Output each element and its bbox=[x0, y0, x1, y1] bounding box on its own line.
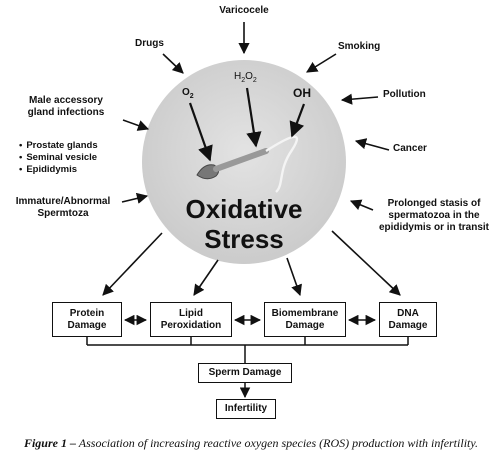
cause-immature-line2: Spermtoza bbox=[37, 208, 89, 219]
protein-damage-box: Protein Damage bbox=[52, 302, 122, 337]
figure-caption: Figure 1 – Association of increasing rea… bbox=[0, 436, 502, 451]
arrow-male-accessory bbox=[122, 119, 150, 131]
cause-varicocele: Varicocele bbox=[219, 5, 269, 16]
cause-immature-line1: Immature/Abnormal bbox=[15, 196, 111, 207]
infection-list-item: Seminal vesicle bbox=[19, 152, 98, 164]
oxidative-label: Oxidative bbox=[185, 194, 303, 224]
arrow-h2o2 bbox=[245, 87, 262, 148]
arrow-to-biomembrane bbox=[286, 257, 302, 297]
arrow-to-lipid bbox=[193, 259, 219, 296]
biomembrane-damage-box: Biomembrane Damage bbox=[264, 302, 346, 337]
arrow-pollution bbox=[340, 93, 379, 105]
biomembrane-damage-line1: Biomembrane bbox=[271, 307, 339, 319]
sperm-damage-box: Sperm Damage bbox=[198, 363, 292, 383]
cause-male-accessory-line2: gland infections bbox=[27, 107, 105, 118]
cause-smoking: Smoking bbox=[338, 41, 381, 52]
arrow-cancer bbox=[354, 138, 390, 151]
arrow-smoking bbox=[306, 53, 337, 73]
cause-stasis-line2: spermatozoa in the bbox=[388, 210, 480, 221]
lipid-peroxidation-line2: Peroxidation bbox=[160, 319, 222, 331]
infection-list: Prostate glands Seminal vesicle Epididym… bbox=[19, 140, 98, 176]
stress-label: Stress bbox=[204, 224, 284, 254]
dna-damage-box: DNA Damage bbox=[379, 302, 437, 337]
radical-oh: OH bbox=[293, 86, 311, 100]
cause-cancer: Cancer bbox=[393, 143, 427, 154]
biomembrane-damage-line2: Damage bbox=[285, 319, 325, 331]
sperm-cell-icon bbox=[196, 135, 299, 193]
dna-damage-line2: Damage bbox=[388, 319, 428, 331]
figure-caption-text: Association of increasing reactive oxyge… bbox=[75, 436, 479, 450]
connector-lines bbox=[86, 337, 409, 363]
arrow-to-protein bbox=[102, 232, 163, 296]
cause-pollution: Pollution bbox=[383, 89, 426, 100]
infection-list-item: Prostate glands bbox=[19, 140, 97, 152]
arrow-oh bbox=[289, 103, 306, 138]
infection-list-item: Epididymis bbox=[19, 164, 98, 176]
infertility-box: Infertility bbox=[216, 399, 276, 419]
cause-male-accessory-line1: Male accessory bbox=[29, 95, 103, 106]
cause-stasis-line1: Prolonged stasis of bbox=[387, 198, 481, 209]
arrow-immature bbox=[121, 192, 149, 204]
radical-o2: O2 bbox=[182, 87, 194, 100]
cause-drugs: Drugs bbox=[135, 38, 164, 49]
dna-damage-line1: DNA bbox=[397, 307, 419, 319]
lipid-peroxidation-line1: Lipid bbox=[179, 307, 203, 319]
cause-stasis-line3: epididymis or in transit bbox=[378, 222, 490, 233]
arrow-drugs bbox=[162, 53, 184, 74]
radical-h2o2: H2O2 bbox=[234, 71, 257, 84]
arrow-o2 bbox=[188, 102, 213, 162]
arrow-to-dna bbox=[331, 230, 401, 296]
protein-damage-line2: Damage bbox=[67, 319, 107, 331]
sperm-damage-label: Sperm Damage bbox=[208, 367, 282, 378]
protein-damage-line1: Protein bbox=[69, 307, 105, 319]
infertility-label: Infertility bbox=[224, 403, 268, 414]
figure-caption-label: Figure 1 – bbox=[23, 436, 76, 450]
arrow-stasis bbox=[349, 199, 374, 211]
lipid-peroxidation-box: Lipid Peroxidation bbox=[150, 302, 232, 337]
